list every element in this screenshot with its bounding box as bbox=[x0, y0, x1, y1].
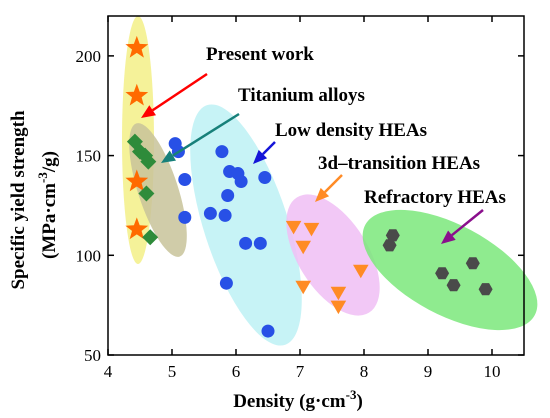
arrow-low-density-heas bbox=[262, 141, 276, 155]
point-low-density-heas bbox=[215, 145, 229, 159]
annotation-arrows bbox=[141, 72, 484, 244]
point-titanium-alloys bbox=[138, 185, 155, 202]
point-low-density-heas bbox=[203, 206, 217, 220]
label-refractory-heas: Refractory HEAs bbox=[364, 187, 506, 208]
x-axis-title: Density (g·cm-3) bbox=[233, 387, 363, 412]
point-refractory-heas bbox=[435, 267, 450, 280]
arrowhead-refractory-heas bbox=[441, 230, 456, 244]
x-tick-label: 9 bbox=[424, 362, 433, 381]
axis-ticks bbox=[107, 16, 524, 356]
x-tick-label: 7 bbox=[296, 362, 305, 381]
point-3d-transition-heas bbox=[330, 300, 347, 315]
x-tick-label: 5 bbox=[168, 362, 177, 381]
point-present-work bbox=[125, 83, 149, 106]
point-present-work bbox=[125, 217, 149, 240]
point-titanium-alloys bbox=[140, 153, 157, 170]
data-marks bbox=[125, 35, 493, 338]
point-refractory-heas bbox=[478, 283, 493, 296]
point-low-density-heas bbox=[178, 210, 192, 224]
point-low-density-heas bbox=[258, 171, 272, 185]
label-low-density-heas: Low density HEAs bbox=[275, 120, 427, 141]
arrowhead-titanium-alloys bbox=[161, 150, 176, 163]
arrowhead-3d-transition-heas bbox=[315, 187, 330, 202]
point-low-density-heas bbox=[178, 173, 192, 187]
point-low-density-heas bbox=[221, 188, 235, 202]
point-refractory-heas bbox=[465, 257, 480, 270]
point-low-density-heas bbox=[234, 175, 248, 189]
y-tick-label: 100 bbox=[76, 246, 102, 265]
ellipse-low-density-heas bbox=[190, 104, 302, 346]
label-titanium-alloys: Titanium alloys bbox=[238, 85, 365, 106]
point-3d-transition-heas bbox=[303, 222, 320, 237]
y-axis-title-line2: (MPa·cm-3/g) bbox=[35, 151, 60, 259]
point-present-work bbox=[125, 169, 149, 192]
point-3d-transition-heas bbox=[353, 264, 369, 279]
tick-labels: 4 5 6 7 8 9 10 50 100 150 200 bbox=[76, 47, 501, 381]
point-refractory-heas bbox=[382, 239, 397, 252]
label-3d-transition-heas: 3d–transition HEAs bbox=[318, 153, 480, 174]
y-axis-title-line1: Specific yield strength bbox=[8, 110, 29, 290]
annotation-labels: Present work Titanium alloys Low density H… bbox=[206, 44, 506, 208]
point-refractory-heas bbox=[385, 229, 400, 242]
point-low-density-heas bbox=[219, 276, 233, 290]
ellipse-refractory-heas bbox=[362, 209, 538, 331]
y-tick-label: 50 bbox=[84, 346, 101, 365]
point-present-work bbox=[125, 35, 149, 58]
point-3d-transition-heas bbox=[285, 220, 302, 235]
x-tick-label: 4 bbox=[104, 362, 113, 381]
point-titanium-alloys bbox=[142, 229, 159, 246]
point-refractory-heas bbox=[446, 279, 461, 292]
plot-frame bbox=[107, 15, 525, 356]
arrow-3d-transition-heas bbox=[324, 174, 343, 193]
arrow-titanium-alloys bbox=[172, 112, 240, 157]
arrow-refractory-heas bbox=[451, 209, 484, 237]
y-tick-label: 150 bbox=[76, 147, 102, 166]
arrowhead-present-work bbox=[141, 105, 156, 118]
point-3d-transition-heas bbox=[330, 286, 347, 301]
y-tick-label: 200 bbox=[76, 47, 102, 66]
x-tick-label: 10 bbox=[484, 362, 501, 381]
point-low-density-heas bbox=[261, 324, 275, 338]
point-low-density-heas bbox=[239, 236, 253, 250]
x-tick-label: 6 bbox=[232, 362, 241, 381]
point-low-density-heas bbox=[253, 236, 267, 250]
point-3d-transition-heas bbox=[295, 280, 311, 295]
point-low-density-heas bbox=[218, 208, 232, 222]
x-tick-label: 8 bbox=[360, 362, 369, 381]
label-present-work: Present work bbox=[206, 44, 314, 65]
arrowhead-low-density-heas bbox=[253, 149, 268, 164]
point-3d-transition-heas bbox=[295, 240, 311, 255]
arrow-present-work bbox=[151, 72, 208, 112]
